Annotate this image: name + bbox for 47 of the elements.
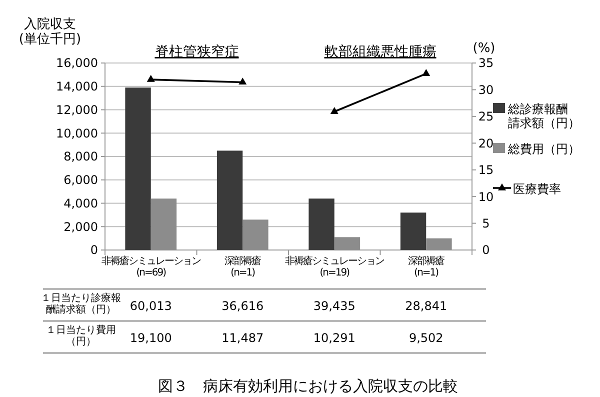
y-tick-label: 6,000 xyxy=(64,173,98,188)
y-tick-label: 2,000 xyxy=(64,220,98,234)
x-tick-label: 非褥瘡シミュレーション (n=19) xyxy=(284,255,385,278)
y-tick-label: 0 xyxy=(90,243,98,258)
bar xyxy=(125,88,151,250)
text: 39,435 xyxy=(313,299,356,313)
legend-label: 総診療報酬請求額（円） xyxy=(507,102,580,130)
y2-tick-label: 10 xyxy=(478,190,494,204)
y-axis-title: 入院収支 (単位千円) xyxy=(18,17,82,47)
text: 軟部組織悪性腫瘍 xyxy=(324,44,436,60)
bar xyxy=(216,150,243,250)
y2-tick-label: 15 xyxy=(478,163,494,178)
x-tick-label: 深部褥瘡 (n=1) xyxy=(224,255,262,278)
y-tick-label: 16,000 xyxy=(56,56,98,70)
y-tick-label: 12,000 xyxy=(56,102,98,117)
legend-label: 総費用（円） xyxy=(507,142,580,156)
y-tick-label: 4,000 xyxy=(64,196,98,210)
bar xyxy=(334,237,360,250)
y2-tick-label: 25 xyxy=(478,110,494,124)
text: 28,841 xyxy=(405,299,448,313)
bar xyxy=(400,212,426,250)
y2-tick-label: 20 xyxy=(478,136,494,150)
y-tick-label: 8,000 xyxy=(64,150,98,164)
y2-tick-label: 0 xyxy=(482,243,490,258)
bar xyxy=(426,238,452,250)
bar xyxy=(150,198,177,250)
y-tick-label: 10,000 xyxy=(56,126,98,140)
bar xyxy=(242,220,268,250)
text: １日当たり費用（円） xyxy=(46,324,116,348)
text: 図３ 病床有効利用における入院収支の比較 xyxy=(158,377,458,395)
text: 10,291 xyxy=(313,331,356,345)
text: 9,502 xyxy=(408,331,444,345)
x-tick-label: 深部褥瘡 (n=1) xyxy=(408,255,446,278)
y2-tick-label: 5 xyxy=(482,216,490,230)
text: １日当たり診療報酬請求額（円） xyxy=(41,292,121,316)
y2-tick-label: 30 xyxy=(478,82,494,97)
y2-tick-label: 35 xyxy=(478,56,494,70)
text: 60,013 xyxy=(130,299,172,313)
y-tick-label: 14,000 xyxy=(56,80,98,94)
text: 11,487 xyxy=(222,331,264,345)
text: 19,100 xyxy=(130,331,172,345)
text: 36,616 xyxy=(222,299,264,313)
text: 脊柱管狭窄症 xyxy=(154,44,239,60)
legend-label: 医療費率 xyxy=(513,182,561,196)
y2-axis-title: (%) xyxy=(472,41,496,56)
bar xyxy=(308,198,334,250)
x-tick-label: 非褥瘡シミュレーション (n=69) xyxy=(101,255,202,278)
